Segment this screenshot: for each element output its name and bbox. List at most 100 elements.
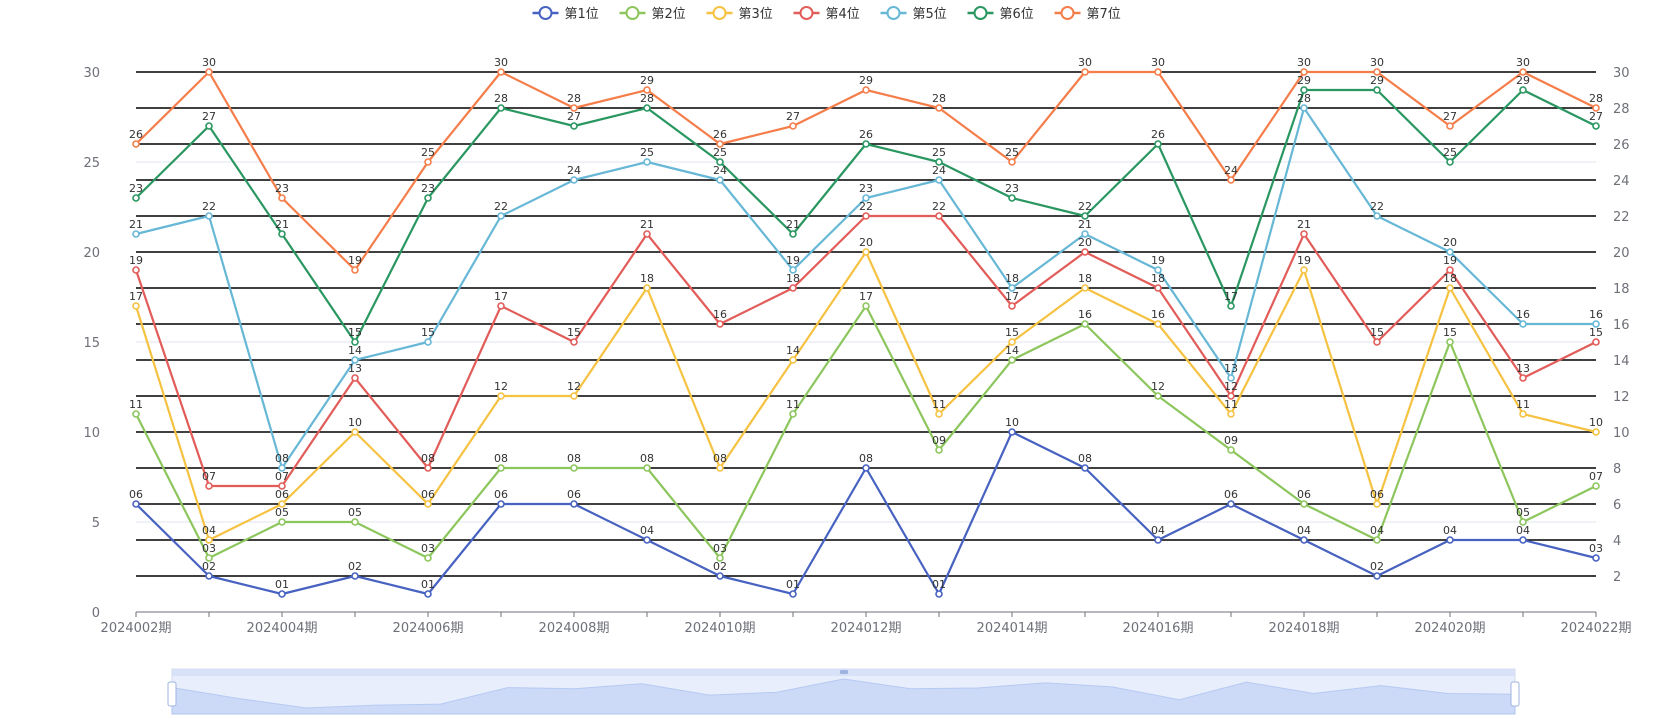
- data-point[interactable]: [716, 554, 724, 562]
- data-point[interactable]: [789, 230, 797, 238]
- data-point[interactable]: [132, 302, 140, 310]
- data-point[interactable]: [570, 500, 578, 508]
- data-point[interactable]: [351, 428, 359, 436]
- data-point[interactable]: [643, 536, 651, 544]
- data-point[interactable]: [862, 464, 870, 472]
- data-point[interactable]: [1300, 104, 1308, 112]
- data-point[interactable]: [1446, 122, 1454, 130]
- data-point[interactable]: [1081, 212, 1089, 220]
- data-point[interactable]: [424, 194, 432, 202]
- legend-item[interactable]: 第2位: [619, 6, 686, 22]
- data-point[interactable]: [1592, 104, 1600, 112]
- data-point[interactable]: [716, 320, 724, 328]
- data-point[interactable]: [205, 536, 213, 544]
- data-point[interactable]: [716, 464, 724, 472]
- data-point[interactable]: [1519, 518, 1527, 526]
- data-point[interactable]: [862, 140, 870, 148]
- data-point[interactable]: [1300, 266, 1308, 274]
- data-point[interactable]: [132, 230, 140, 238]
- data-point[interactable]: [1008, 356, 1016, 364]
- data-point[interactable]: [497, 500, 505, 508]
- data-point[interactable]: [424, 158, 432, 166]
- data-point[interactable]: [1008, 194, 1016, 202]
- data-point[interactable]: [1446, 248, 1454, 256]
- data-point[interactable]: [1154, 266, 1162, 274]
- data-point[interactable]: [1592, 428, 1600, 436]
- data-point[interactable]: [789, 122, 797, 130]
- data-point[interactable]: [1373, 536, 1381, 544]
- data-zoom-handle[interactable]: [167, 681, 177, 707]
- data-point[interactable]: [497, 104, 505, 112]
- data-point[interactable]: [351, 266, 359, 274]
- data-point[interactable]: [1154, 320, 1162, 328]
- data-point[interactable]: [205, 482, 213, 490]
- data-zoom-handle[interactable]: [1510, 681, 1520, 707]
- data-point[interactable]: [1592, 338, 1600, 346]
- data-point[interactable]: [789, 410, 797, 418]
- data-point[interactable]: [497, 68, 505, 76]
- data-point[interactable]: [1227, 302, 1235, 310]
- data-point[interactable]: [351, 356, 359, 364]
- data-point[interactable]: [1227, 446, 1235, 454]
- data-point[interactable]: [716, 158, 724, 166]
- data-point[interactable]: [862, 212, 870, 220]
- data-point[interactable]: [570, 338, 578, 346]
- data-point[interactable]: [1227, 176, 1235, 184]
- data-point[interactable]: [351, 374, 359, 382]
- data-point[interactable]: [1008, 284, 1016, 292]
- data-point[interactable]: [935, 104, 943, 112]
- data-point[interactable]: [1519, 86, 1527, 94]
- data-point[interactable]: [1373, 572, 1381, 580]
- data-point[interactable]: [1154, 392, 1162, 400]
- data-point[interactable]: [789, 590, 797, 598]
- data-point[interactable]: [1154, 536, 1162, 544]
- legend-item[interactable]: 第6位: [967, 6, 1034, 22]
- data-point[interactable]: [1519, 68, 1527, 76]
- data-point[interactable]: [1519, 536, 1527, 544]
- legend-item[interactable]: 第7位: [1054, 6, 1121, 22]
- legend-item[interactable]: 第4位: [793, 6, 860, 22]
- data-point[interactable]: [1008, 302, 1016, 310]
- data-point[interactable]: [1446, 338, 1454, 346]
- data-point[interactable]: [424, 464, 432, 472]
- data-point[interactable]: [1081, 248, 1089, 256]
- data-point[interactable]: [424, 590, 432, 598]
- data-point[interactable]: [1446, 158, 1454, 166]
- data-point[interactable]: [643, 158, 651, 166]
- data-point[interactable]: [497, 212, 505, 220]
- data-point[interactable]: [1081, 230, 1089, 238]
- data-point[interactable]: [716, 140, 724, 148]
- data-point[interactable]: [1373, 338, 1381, 346]
- data-point[interactable]: [132, 266, 140, 274]
- data-point[interactable]: [1227, 410, 1235, 418]
- data-point[interactable]: [351, 338, 359, 346]
- data-point[interactable]: [1008, 428, 1016, 436]
- data-point[interactable]: [278, 500, 286, 508]
- data-point[interactable]: [205, 68, 213, 76]
- data-point[interactable]: [1300, 86, 1308, 94]
- data-point[interactable]: [716, 572, 724, 580]
- data-point[interactable]: [1592, 320, 1600, 328]
- data-point[interactable]: [1592, 482, 1600, 490]
- data-point[interactable]: [1154, 68, 1162, 76]
- data-point[interactable]: [351, 518, 359, 526]
- data-point[interactable]: [570, 392, 578, 400]
- data-point[interactable]: [205, 554, 213, 562]
- data-point[interactable]: [643, 104, 651, 112]
- data-point[interactable]: [132, 194, 140, 202]
- data-point[interactable]: [205, 122, 213, 130]
- data-point[interactable]: [1154, 140, 1162, 148]
- data-point[interactable]: [1008, 158, 1016, 166]
- data-point[interactable]: [935, 212, 943, 220]
- data-point[interactable]: [1519, 320, 1527, 328]
- data-point[interactable]: [1008, 338, 1016, 346]
- data-point[interactable]: [862, 302, 870, 310]
- data-point[interactable]: [278, 230, 286, 238]
- data-point[interactable]: [1592, 554, 1600, 562]
- data-point[interactable]: [1300, 536, 1308, 544]
- data-point[interactable]: [1300, 500, 1308, 508]
- data-point[interactable]: [1154, 284, 1162, 292]
- data-point[interactable]: [570, 104, 578, 112]
- data-point[interactable]: [789, 356, 797, 364]
- data-point[interactable]: [1446, 536, 1454, 544]
